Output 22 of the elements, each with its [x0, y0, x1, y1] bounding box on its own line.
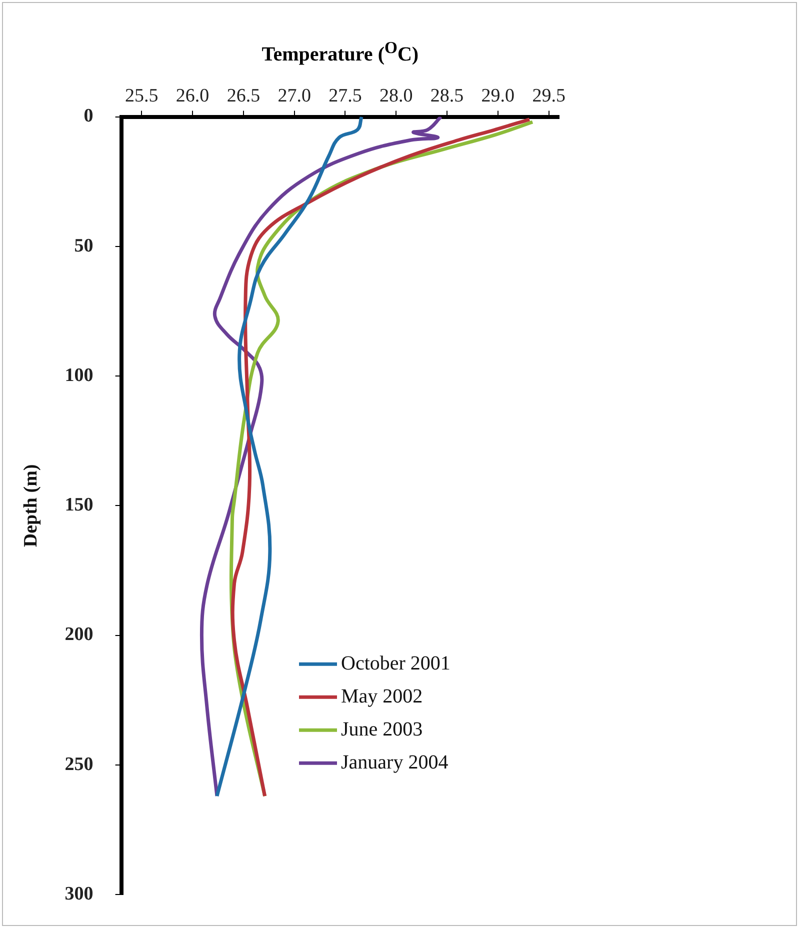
y-tick-label: 150	[64, 494, 94, 516]
y-tick-label: 0	[84, 106, 94, 127]
legend-label: May 2002	[341, 685, 423, 708]
x-tick-label: 28.5	[430, 85, 464, 106]
legend-label: June 2003	[341, 718, 423, 740]
legend-label: January 2004	[341, 751, 448, 774]
x-tick-label: 29.5	[532, 85, 566, 106]
x-tick-label: 26.0	[176, 85, 210, 106]
y-tick-label: 100	[64, 364, 94, 386]
y-tick-label: 300	[64, 884, 94, 905]
y-tick-label: 200	[64, 624, 94, 646]
legend-label: October 2001	[341, 652, 450, 674]
x-tick-label: 25.5	[125, 85, 158, 106]
x-tick-label: 28.0	[380, 85, 413, 106]
x-tick-label: 26.5	[226, 85, 260, 106]
y-tick-label: 250	[64, 754, 94, 775]
y-tick-label: 50	[74, 235, 94, 256]
x-tick-label: 27.5	[328, 85, 362, 106]
y-axis-title: Depth (m)	[20, 464, 42, 548]
x-tick-label: 29.0	[481, 85, 515, 106]
x-tick-label: 27.0	[278, 85, 311, 106]
x-axis-title: Temperature ($^{O}$C)	[262, 38, 419, 67]
